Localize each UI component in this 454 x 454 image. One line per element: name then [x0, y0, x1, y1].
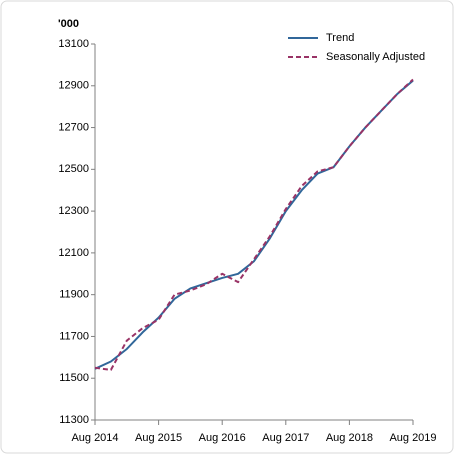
- y-tick-label: 11300: [59, 414, 89, 426]
- y-tick-label: 12300: [58, 205, 89, 217]
- x-tick-label: Aug 2017: [262, 432, 309, 444]
- x-tick-label: Aug 2015: [135, 432, 182, 444]
- y-tick-label: 12500: [58, 163, 89, 175]
- y-tick-label: 12900: [58, 80, 89, 92]
- y-tick-label: 12100: [58, 247, 89, 259]
- x-tick-label: Aug 2014: [71, 432, 118, 444]
- y-tick-label: 12700: [58, 121, 89, 133]
- legend-label: Trend: [326, 32, 354, 44]
- y-tick-label: 11500: [59, 372, 89, 384]
- x-tick-label: Aug 2019: [389, 432, 436, 444]
- y-tick-label: 11700: [59, 330, 89, 342]
- x-tick-label: Aug 2016: [199, 432, 246, 444]
- y-axis-label: '000: [58, 18, 79, 30]
- series-line: [94, 78, 414, 371]
- y-tick-label: 13100: [58, 38, 89, 50]
- y-tick-label: 11900: [59, 289, 89, 301]
- legend-label: Seasonally Adjusted: [326, 51, 425, 63]
- series-line: [94, 79, 414, 370]
- x-tick-label: Aug 2018: [326, 432, 373, 444]
